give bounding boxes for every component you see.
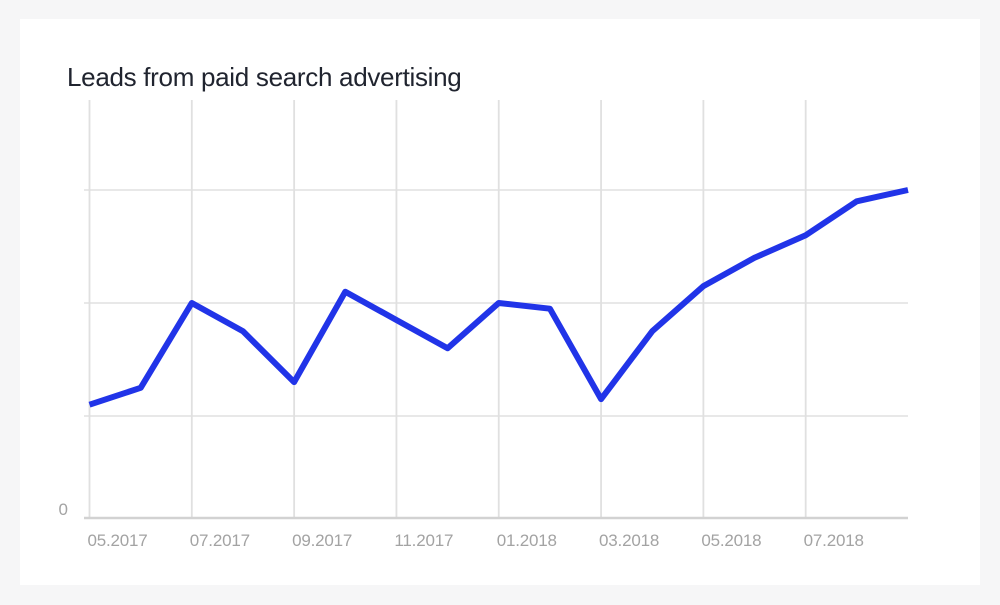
- y-tick-label: 0: [59, 500, 68, 519]
- x-tick-label: 07.2017: [190, 531, 250, 550]
- x-tick-label: 11.2017: [394, 531, 453, 550]
- x-tick-label: 01.2018: [497, 531, 557, 550]
- x-tick-label: 03.2018: [599, 531, 659, 550]
- x-tick-label: 05.2018: [701, 531, 761, 550]
- chart-line: [88, 187, 909, 408]
- x-tick-label: 09.2017: [292, 531, 352, 550]
- x-tick-label: 07.2018: [804, 531, 864, 550]
- x-tick-label: 05.2017: [88, 531, 148, 550]
- chart-title: Leads from paid search advertising: [67, 62, 462, 92]
